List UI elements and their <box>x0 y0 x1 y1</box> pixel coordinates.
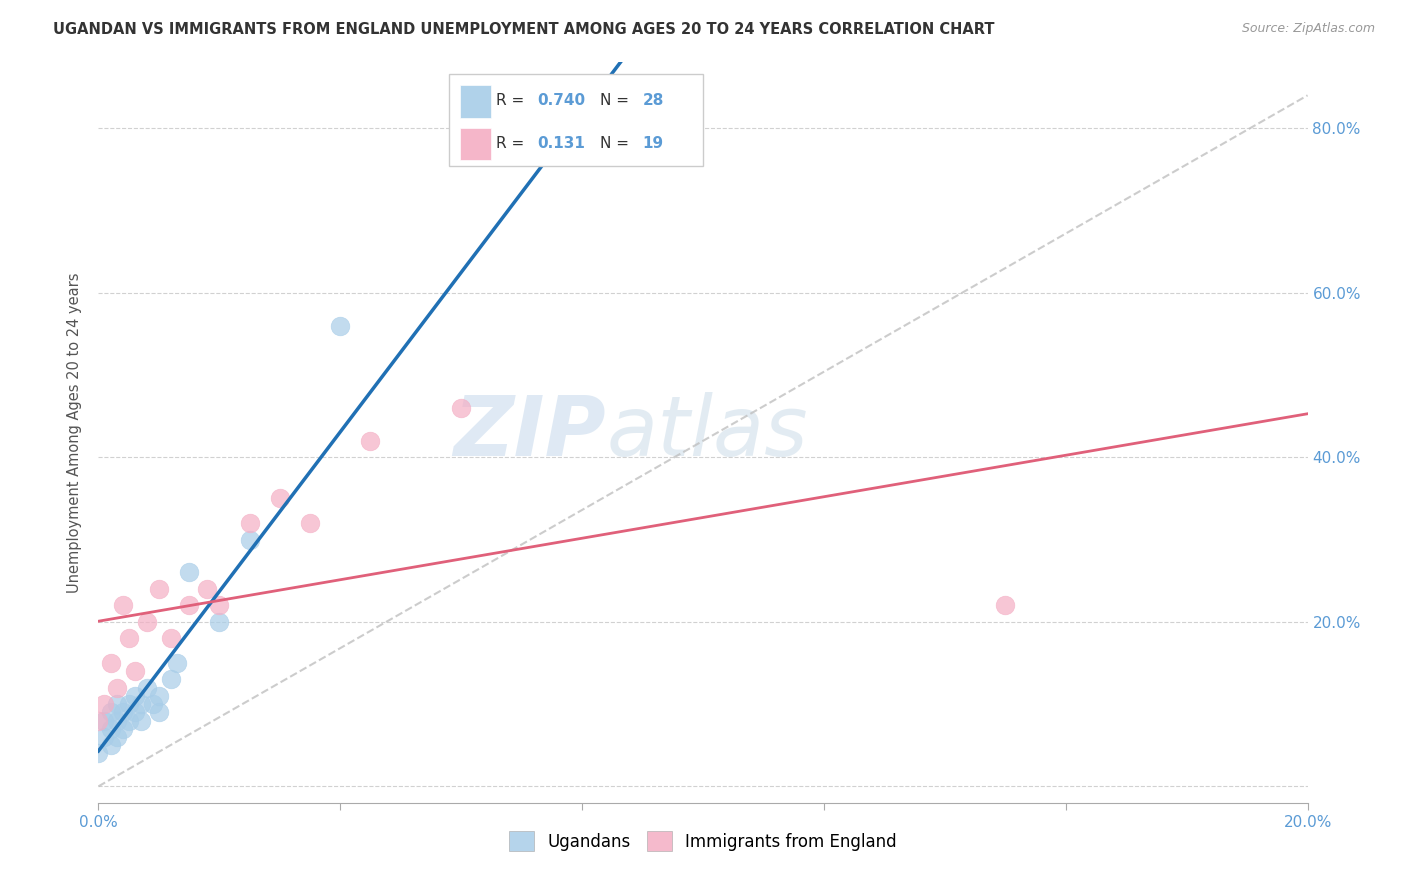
Point <box>208 615 231 629</box>
Point <box>239 533 262 547</box>
Point <box>124 689 146 703</box>
FancyBboxPatch shape <box>460 128 492 161</box>
Text: ZIP: ZIP <box>454 392 606 473</box>
Point <box>105 697 128 711</box>
Point <box>239 516 262 530</box>
Point <box>160 632 183 646</box>
Point <box>135 681 157 695</box>
Point <box>93 714 115 728</box>
Point <box>179 599 201 613</box>
Point <box>142 697 165 711</box>
Point <box>450 401 472 415</box>
Text: R =: R = <box>496 136 534 151</box>
Point <box>93 730 115 744</box>
Point <box>100 706 122 720</box>
Text: Source: ZipAtlas.com: Source: ZipAtlas.com <box>1241 22 1375 36</box>
Point <box>105 714 128 728</box>
Text: atlas: atlas <box>606 392 808 473</box>
Text: 0.740: 0.740 <box>537 93 585 108</box>
Point <box>111 706 134 720</box>
FancyBboxPatch shape <box>460 85 492 118</box>
Point <box>179 566 201 580</box>
Point <box>269 491 291 506</box>
Point <box>118 714 141 728</box>
Text: 0.131: 0.131 <box>537 136 585 151</box>
Point <box>602 104 624 119</box>
Point <box>87 714 110 728</box>
Text: N =: N = <box>600 136 634 151</box>
Point <box>124 664 146 678</box>
Point <box>360 434 382 448</box>
Point <box>93 697 115 711</box>
Text: 19: 19 <box>643 136 664 151</box>
Point <box>148 706 170 720</box>
Text: UGANDAN VS IMMIGRANTS FROM ENGLAND UNEMPLOYMENT AMONG AGES 20 TO 24 YEARS CORREL: UGANDAN VS IMMIGRANTS FROM ENGLAND UNEMP… <box>53 22 995 37</box>
Point <box>299 516 322 530</box>
Point <box>148 689 170 703</box>
Point <box>124 706 146 720</box>
Point <box>105 681 128 695</box>
Point <box>111 722 134 736</box>
Point <box>129 697 152 711</box>
Legend: Ugandans, Immigrants from England: Ugandans, Immigrants from England <box>502 825 904 857</box>
Point <box>208 599 231 613</box>
Point <box>118 632 141 646</box>
Point <box>329 318 352 333</box>
Point <box>100 656 122 670</box>
Point <box>105 730 128 744</box>
Point <box>100 722 122 736</box>
Point <box>166 656 188 670</box>
Point <box>87 747 110 761</box>
Point <box>111 599 134 613</box>
Point <box>160 673 183 687</box>
Text: R =: R = <box>496 93 529 108</box>
Text: 28: 28 <box>643 93 664 108</box>
FancyBboxPatch shape <box>449 73 703 166</box>
Point <box>994 599 1017 613</box>
Point <box>118 697 141 711</box>
Point <box>100 738 122 752</box>
Y-axis label: Unemployment Among Ages 20 to 24 years: Unemployment Among Ages 20 to 24 years <box>67 272 83 593</box>
Point <box>129 714 152 728</box>
Point <box>195 582 218 596</box>
Text: N =: N = <box>600 93 634 108</box>
Point <box>148 582 170 596</box>
Point <box>135 615 157 629</box>
